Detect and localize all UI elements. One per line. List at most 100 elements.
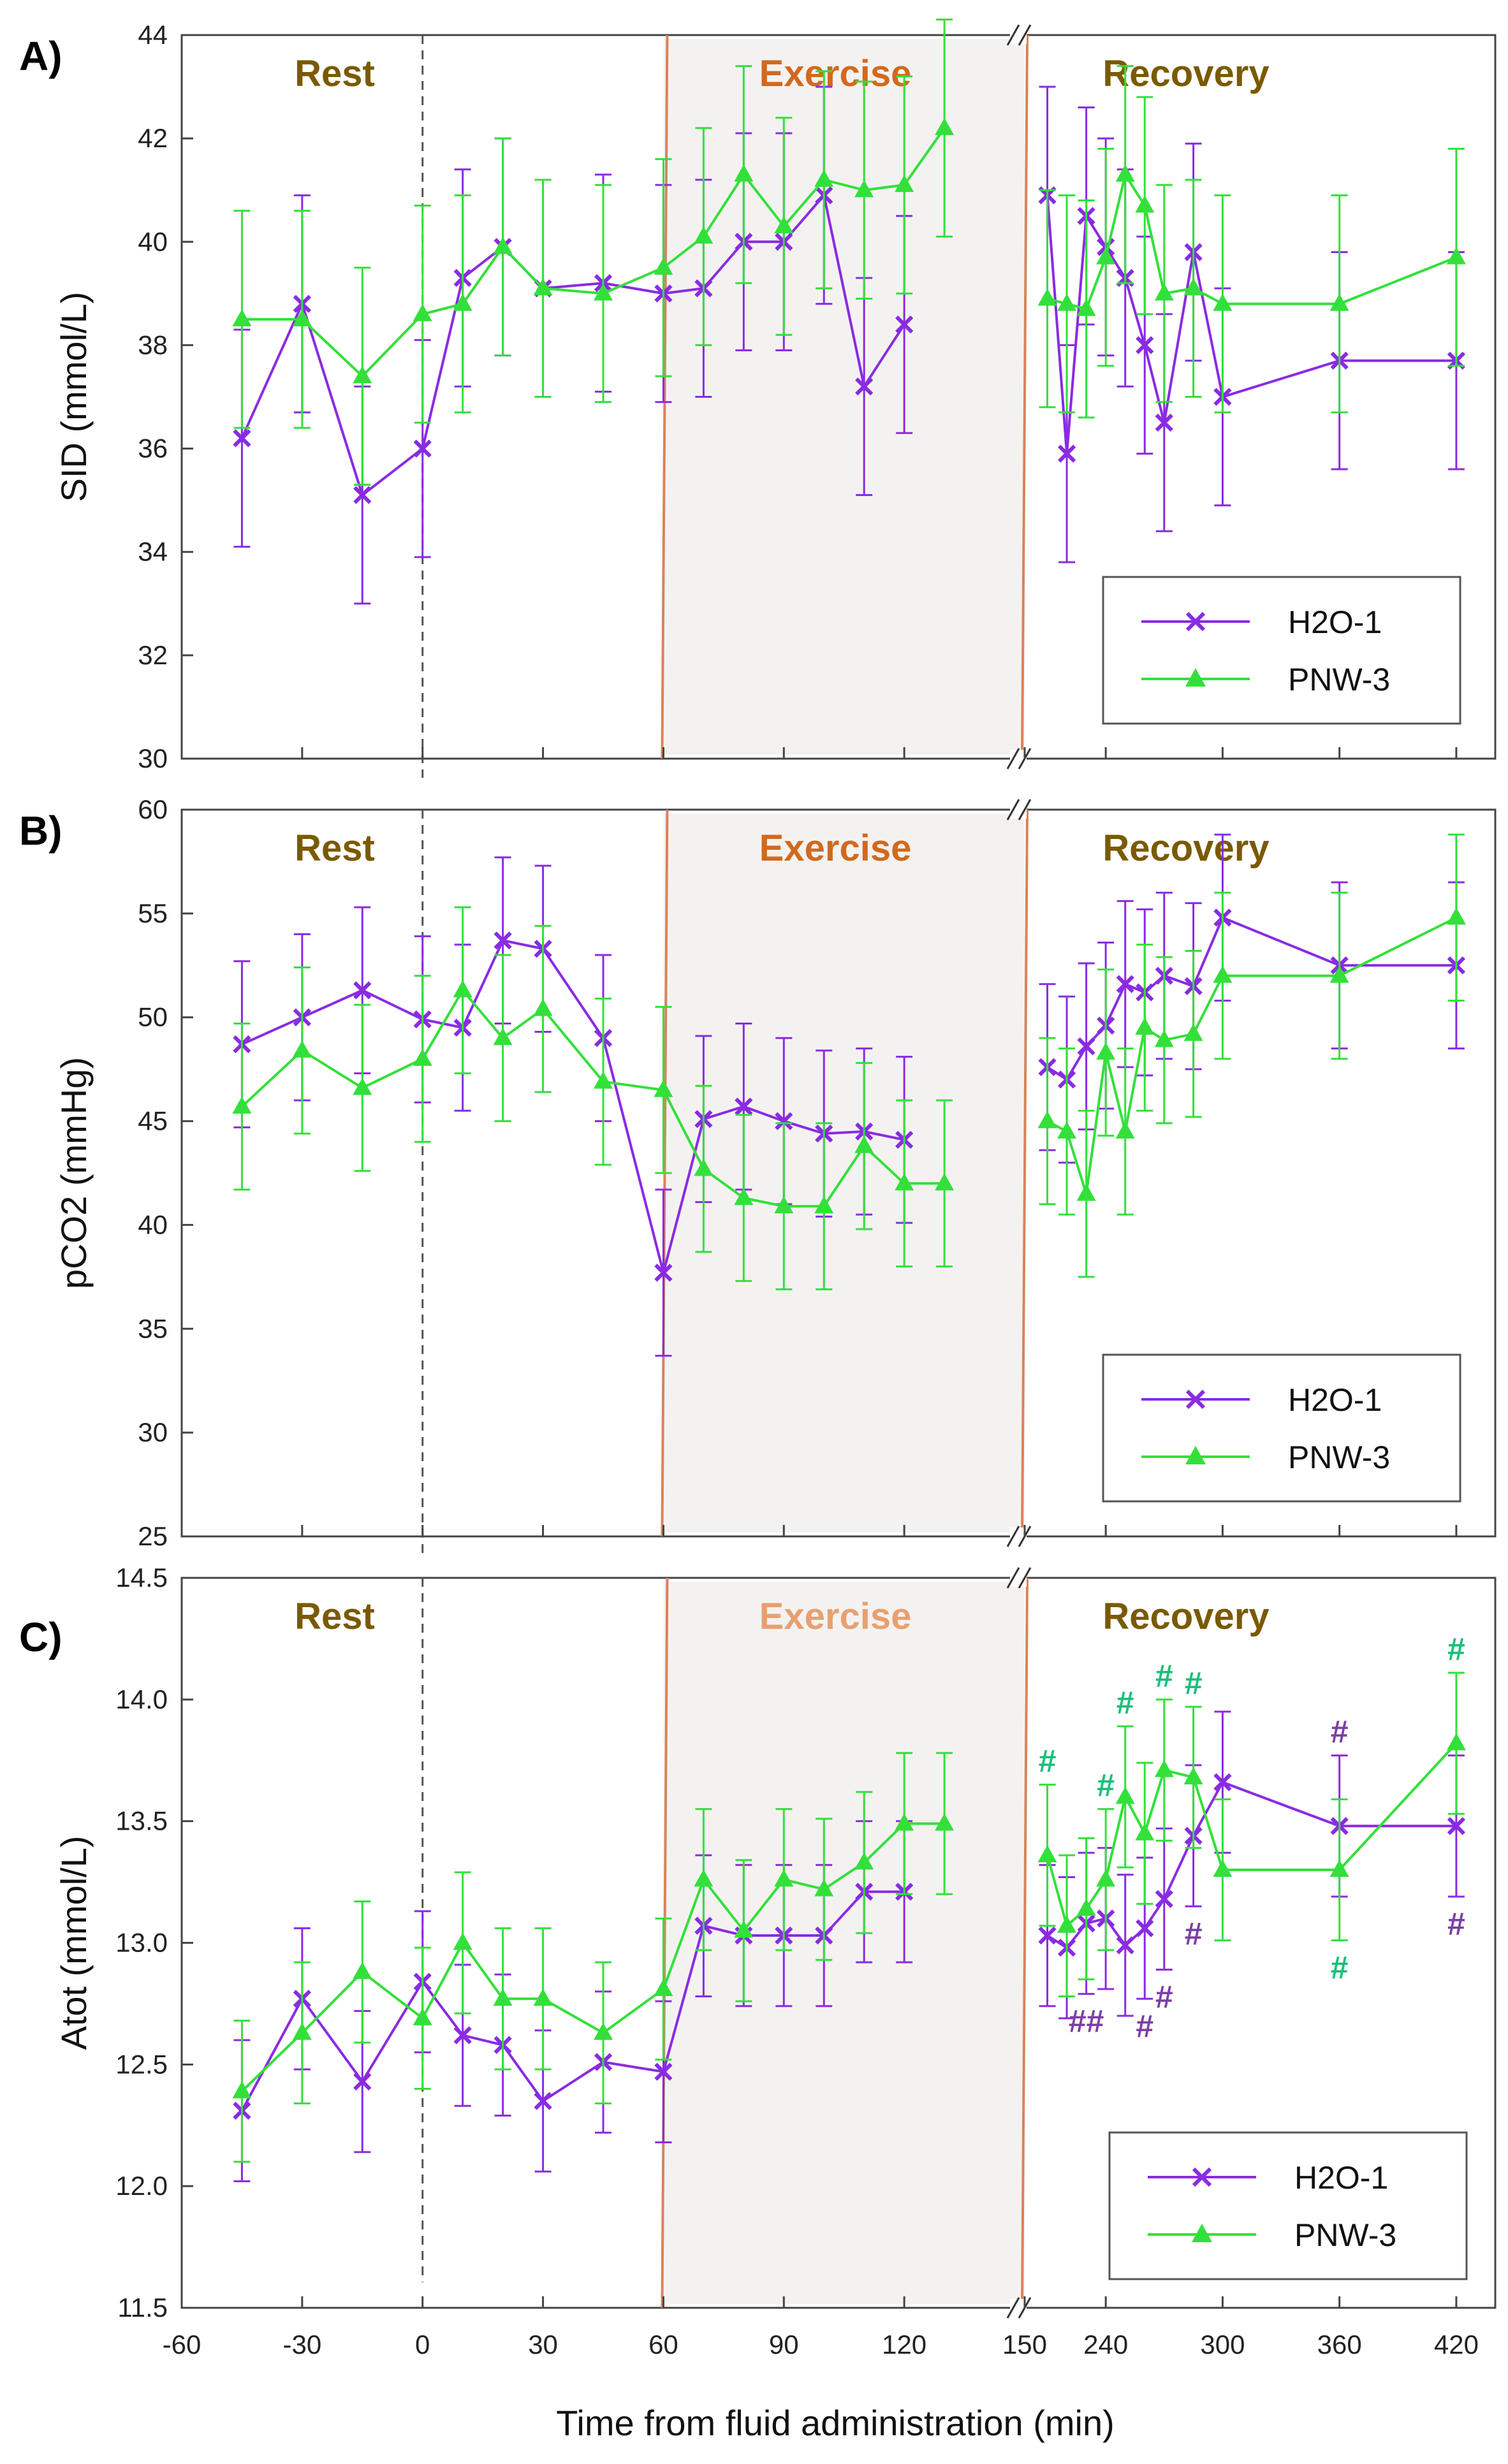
- data-point: [1038, 1926, 1057, 1945]
- data-point: [814, 170, 834, 187]
- legend-box: [1102, 1353, 1461, 1503]
- y-tick-label: 36: [138, 434, 168, 463]
- data-point: [654, 1264, 673, 1282]
- data-point: [1447, 1817, 1466, 1835]
- y-tick-label: 55: [138, 898, 168, 928]
- panel-3: 11.5 12.0 12.5 13.0 13.5 14.0 14.5 -60 -30 0 30 60 9…: [19, 1563, 1497, 2359]
- y-tick-label: 12.5: [115, 2049, 168, 2079]
- x-tick-label: 240: [1083, 2329, 1128, 2359]
- legend-label: PNW-3: [1294, 2217, 1396, 2253]
- data-point: [735, 1097, 753, 1116]
- y-tick-label: 25: [138, 1521, 168, 1551]
- axis-break-mark: [1006, 24, 1020, 46]
- data-point: [1096, 1042, 1116, 1060]
- data-point: [413, 2008, 432, 2025]
- phase-label-exercise: Exercise: [759, 827, 912, 869]
- y-tick-label: 44: [138, 20, 168, 50]
- x-tick-label: 30: [528, 2329, 558, 2359]
- x-tick-label: 0: [415, 2329, 430, 2359]
- significance-marker: #: [1136, 2008, 1153, 2044]
- data-point: [1154, 283, 1174, 301]
- data-point: [654, 1079, 673, 1097]
- y-tick-label: 14.5: [115, 1563, 168, 1593]
- x-tick-label: -30: [283, 2329, 322, 2359]
- data-point: [493, 237, 513, 254]
- data-point: [1446, 1733, 1466, 1751]
- data-point: [533, 1988, 553, 2006]
- panels: 30 32 34 36 38 40 42 44 A) SID (mmol/L) Rest Exerci…: [19, 18, 1497, 2359]
- significance-marker: #: [1155, 1658, 1173, 1694]
- legend-marker: [1185, 668, 1206, 687]
- phase-label-recovery: Recovery: [1102, 1596, 1269, 1637]
- data-point: [1183, 1023, 1203, 1041]
- data-point: [1446, 907, 1466, 925]
- x-tick-label: -60: [163, 2329, 201, 2359]
- panel-letter: A): [19, 33, 62, 79]
- y-axis-label: SID (mmol/L): [54, 292, 94, 502]
- legend-marker: [1185, 611, 1206, 632]
- legend: H2O-1 PNW-3: [1102, 1353, 1461, 1503]
- data-point: [654, 2062, 673, 2081]
- legend-label: H2O-1: [1288, 604, 1382, 640]
- data-point: [774, 1196, 794, 1214]
- data-point: [935, 1813, 955, 1831]
- data-point: [413, 303, 432, 321]
- data-point: [854, 1852, 874, 1870]
- data-point: [895, 1173, 914, 1191]
- data-point: [694, 226, 714, 244]
- data-point: [734, 164, 754, 182]
- data-point: [895, 315, 914, 334]
- data-point: [1115, 1121, 1135, 1139]
- data-point: [1155, 1890, 1173, 1908]
- y-tick-label: 60: [138, 794, 168, 824]
- significance-marker: #: [1116, 1685, 1134, 1721]
- phase-label-rest: Rest: [295, 53, 375, 94]
- y-tick-label: 50: [138, 1002, 168, 1032]
- data-point: [233, 429, 251, 448]
- data-point: [1115, 1786, 1135, 1804]
- data-point: [1037, 1845, 1057, 1863]
- data-point: [594, 283, 613, 301]
- phase-label-exercise: Exercise: [759, 53, 912, 94]
- significance-marker: #: [1331, 1950, 1349, 1986]
- legend: H2O-1 PNW-3: [1102, 576, 1461, 725]
- panel-letter: C): [19, 1614, 62, 1660]
- x-tick-label: 300: [1200, 2329, 1245, 2359]
- y-axis-label: pCO2 (mmHg): [54, 1057, 94, 1289]
- data-point: [1076, 298, 1096, 316]
- y-tick-label: 40: [138, 1209, 168, 1239]
- x-tick-label: 120: [882, 2329, 926, 2359]
- data-point: [1154, 1030, 1174, 1047]
- significance-marker: #: [1185, 1665, 1203, 1701]
- data-point: [1446, 247, 1466, 265]
- legend-label: PNW-3: [1288, 1440, 1390, 1475]
- data-point: [895, 175, 914, 193]
- y-tick-label: 30: [138, 743, 168, 773]
- data-point: [533, 278, 553, 296]
- y-tick-label: 14.0: [115, 1684, 168, 1714]
- significance-marker: #: [1039, 1743, 1057, 1779]
- data-point: [1096, 1869, 1116, 1887]
- phase-label-exercise: Exercise: [759, 1596, 912, 1637]
- data-point: [734, 1188, 754, 1206]
- data-point: [353, 981, 372, 1000]
- data-point: [232, 2081, 252, 2099]
- legend-box: [1102, 576, 1461, 725]
- data-point: [1154, 1760, 1174, 1777]
- axis-break-mark: [1018, 799, 1032, 820]
- data-point: [1213, 293, 1233, 311]
- data-point: [453, 1932, 472, 1950]
- data-point: [292, 1040, 312, 1058]
- data-point: [353, 486, 372, 504]
- phase-label-recovery: Recovery: [1102, 53, 1269, 94]
- data-point: [855, 377, 874, 396]
- data-point: [1213, 1773, 1232, 1791]
- data-point: [1037, 1111, 1057, 1128]
- data-point: [534, 2092, 552, 2110]
- data-point: [1135, 1017, 1155, 1035]
- y-tick-label: 42: [138, 123, 168, 153]
- series-line: [241, 1822, 945, 2092]
- data-point: [1183, 1767, 1203, 1784]
- significance-marker: #: [1331, 1714, 1349, 1750]
- data-point: [1076, 1183, 1096, 1201]
